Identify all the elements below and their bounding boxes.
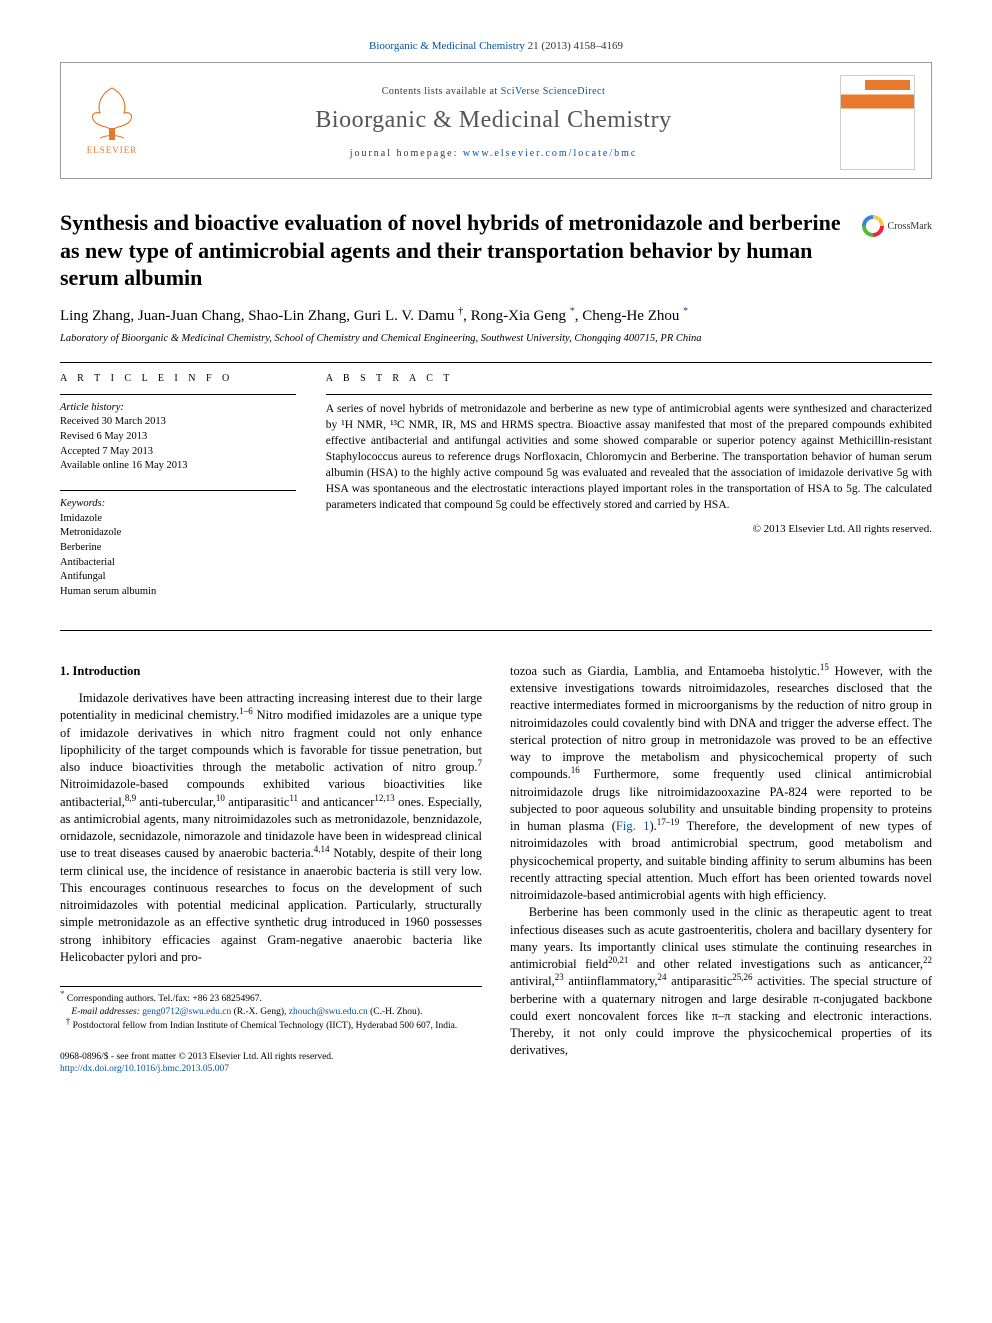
info-divider-2 [60, 490, 296, 491]
copyright-line: © 2013 Elsevier Ltd. All rights reserved… [326, 523, 932, 535]
revised-date: Revised 6 May 2013 [60, 430, 296, 445]
citation-journal: Bioorganic & Medicinal Chemistry [369, 40, 525, 52]
authors-part3: , Cheng-He Zhou [575, 308, 683, 324]
keywords-list: Imidazole Metronidazole Berberine Antiba… [60, 512, 296, 600]
divider-top [60, 362, 932, 363]
email-link-2[interactable]: zhouch@swu.edu.cn [289, 1007, 368, 1017]
homepage-prefix: journal homepage: [350, 148, 463, 159]
sciencedirect-link[interactable]: SciVerse ScienceDirect [501, 86, 606, 97]
crossmark-button[interactable]: CrossMark [862, 215, 932, 237]
intro-para-2: Berberine has been commonly used in the … [510, 904, 932, 1059]
elsevier-label: ELSEVIER [87, 145, 138, 155]
footer-issn-doi: 0968-0896/$ - see front matter © 2013 El… [60, 1051, 482, 1076]
accepted-date: Accepted 7 May 2013 [60, 445, 296, 460]
citation-header: Bioorganic & Medicinal Chemistry 21 (201… [60, 40, 932, 52]
homepage-line: journal homepage: www.elsevier.com/locat… [163, 148, 824, 159]
issn-line: 0968-0896/$ - see front matter © 2013 El… [60, 1051, 482, 1063]
journal-name: Bioorganic & Medicinal Chemistry [163, 107, 824, 134]
corr-author-footnote: Corresponding authors. Tel./fax: +86 23 … [67, 994, 262, 1004]
received-date: Received 30 March 2013 [60, 415, 296, 430]
figure-reference[interactable]: Fig. 1 [616, 819, 650, 833]
homepage-link[interactable]: www.elsevier.com/locate/bmc [463, 148, 637, 159]
dagger-footnote: Postdoctoral fellow from Indian Institut… [73, 1021, 458, 1031]
intro-para-1-cont: tozoa such as Giardia, Lamblia, and Enta… [510, 663, 932, 905]
keyword: Metronidazole [60, 526, 296, 541]
elsevier-logo[interactable]: ELSEVIER [77, 83, 147, 163]
divider-bottom [60, 630, 932, 631]
email-name-2: (C.-H. Zhou). [368, 1007, 423, 1017]
email-link-1[interactable]: geng0712@swu.edu.cn [142, 1007, 231, 1017]
abstract-heading: A B S T R A C T [326, 373, 932, 384]
article-info-column: A R T I C L E I N F O Article history: R… [60, 373, 296, 616]
body-column-left: 1. Introduction Imidazole derivatives ha… [60, 663, 482, 1076]
article-title: Synthesis and bioactive evaluation of no… [60, 209, 850, 292]
article-info-heading: A R T I C L E I N F O [60, 373, 296, 384]
contents-prefix: Contents lists available at [382, 86, 501, 97]
authors-line: Ling Zhang, Juan-Juan Chang, Shao-Lin Zh… [60, 306, 932, 325]
abstract-text: A series of novel hybrids of metronidazo… [326, 401, 932, 514]
elsevier-tree-icon [82, 83, 142, 143]
crossmark-icon [862, 215, 884, 237]
email-label: E-mail addresses: [71, 1007, 140, 1017]
keyword: Antibacterial [60, 556, 296, 571]
email-name-1: (R.-X. Geng), [231, 1007, 289, 1017]
affiliation: Laboratory of Bioorganic & Medicinal Che… [60, 333, 932, 344]
abstract-column: A B S T R A C T A series of novel hybrid… [326, 373, 932, 616]
keyword: Berberine [60, 541, 296, 556]
keyword: Antifungal [60, 570, 296, 585]
abs-divider [326, 394, 932, 395]
journal-masthead: ELSEVIER Contents lists available at Sci… [60, 62, 932, 179]
body-column-right: tozoa such as Giardia, Lamblia, and Enta… [510, 663, 932, 1076]
intro-para-1: Imidazole derivatives have been attracti… [60, 690, 482, 966]
authors-part1: Ling Zhang, Juan-Juan Chang, Shao-Lin Zh… [60, 308, 458, 324]
footnotes-block: * Corresponding authors. Tel./fax: +86 2… [60, 986, 482, 1033]
keyword: Imidazole [60, 512, 296, 527]
keyword: Human serum albumin [60, 585, 296, 600]
journal-cover-thumbnail[interactable] [840, 75, 915, 170]
citation-rest: 21 (2013) 4158–4169 [525, 40, 623, 52]
info-divider-1 [60, 394, 296, 395]
keywords-heading: Keywords: [60, 497, 296, 512]
section-heading: 1. Introduction [60, 663, 482, 680]
crossmark-label: CrossMark [888, 221, 932, 232]
corr-mark-2: * [683, 306, 688, 317]
history-heading: Article history: [60, 401, 296, 416]
doi-link[interactable]: http://dx.doi.org/10.1016/j.bmc.2013.05.… [60, 1064, 229, 1074]
contents-available-line: Contents lists available at SciVerse Sci… [163, 86, 824, 97]
online-date: Available online 16 May 2013 [60, 459, 296, 474]
authors-part2: , Rong-Xia Geng [463, 308, 570, 324]
